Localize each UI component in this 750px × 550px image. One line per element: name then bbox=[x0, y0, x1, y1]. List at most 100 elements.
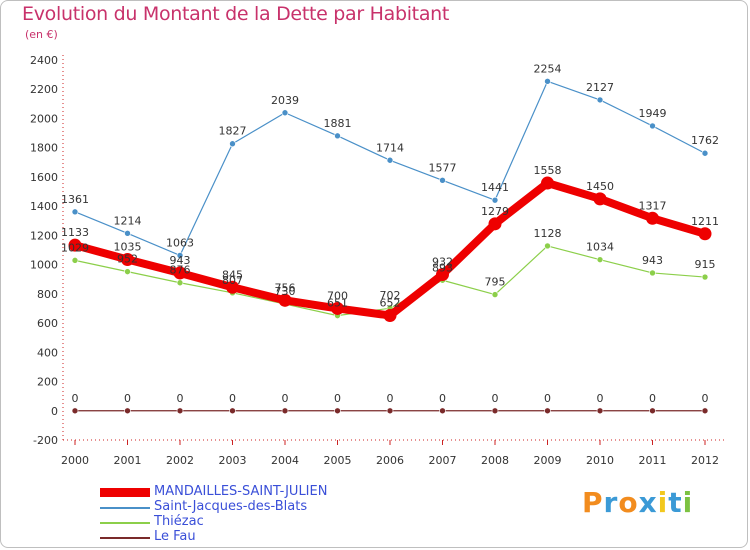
data-point bbox=[649, 407, 656, 415]
data-point bbox=[281, 109, 289, 117]
data-point bbox=[226, 280, 239, 294]
x-tick-label: 2002 bbox=[166, 454, 194, 467]
data-label: 1214 bbox=[114, 214, 142, 227]
data-point bbox=[596, 96, 604, 104]
y-tick-label: 2200 bbox=[30, 83, 58, 96]
series-3 bbox=[71, 407, 709, 415]
data-point bbox=[649, 269, 656, 277]
data-label: 1029 bbox=[61, 241, 89, 254]
x-tick-label: 2008 bbox=[481, 454, 509, 467]
data-point bbox=[701, 149, 709, 157]
data-point bbox=[541, 176, 554, 190]
series-labels: 1133 1035 943 845 756 700 652 932 1279 1558 1450 13… bbox=[61, 62, 719, 404]
data-point bbox=[334, 132, 341, 140]
data-point bbox=[488, 217, 502, 231]
data-point bbox=[544, 242, 551, 250]
legend-label-thiezac: Thiézac bbox=[154, 514, 204, 529]
series-line bbox=[74, 80, 706, 257]
data-label: 1128 bbox=[534, 227, 562, 240]
x-tick-label: 2012 bbox=[691, 454, 719, 467]
data-label: 952 bbox=[117, 253, 138, 266]
y-tick-label: 0 bbox=[51, 405, 58, 418]
legend-label-mandailles: MANDAILLES-SAINT-JULIEN bbox=[154, 484, 328, 499]
data-label: 702 bbox=[380, 289, 401, 302]
y-tick-label: 400 bbox=[37, 346, 58, 359]
data-point bbox=[386, 156, 394, 164]
y-tick-label: -200 bbox=[33, 434, 58, 447]
data-point bbox=[439, 176, 446, 184]
data-label: 0 bbox=[177, 392, 184, 405]
x-tick-label: 2003 bbox=[219, 454, 247, 467]
data-point bbox=[383, 308, 397, 322]
y-tick-label: 2000 bbox=[30, 112, 58, 125]
data-point bbox=[281, 407, 289, 415]
data-point bbox=[491, 407, 499, 415]
data-point bbox=[649, 122, 656, 130]
data-label: 1558 bbox=[534, 164, 562, 177]
data-point bbox=[439, 407, 446, 415]
data-point bbox=[596, 256, 604, 263]
data-label: 0 bbox=[282, 392, 289, 405]
x-tick-label: 2004 bbox=[271, 454, 299, 467]
data-label: 2039 bbox=[271, 94, 299, 107]
data-label: 943 bbox=[642, 254, 663, 267]
y-tick-label: 2400 bbox=[30, 54, 58, 67]
legend-label-saint-jacques: Saint-Jacques-des-Blats bbox=[154, 499, 308, 514]
y-tick-label: 800 bbox=[37, 288, 58, 301]
data-label: 2254 bbox=[534, 62, 562, 75]
x-tick-label: 2005 bbox=[324, 454, 352, 467]
data-label: 0 bbox=[124, 392, 131, 405]
data-label: 0 bbox=[649, 392, 656, 405]
data-label: 1949 bbox=[639, 107, 667, 120]
data-label: 0 bbox=[439, 392, 446, 405]
data-label: 1762 bbox=[691, 134, 719, 147]
data-label: 652 bbox=[380, 296, 401, 309]
data-label: 1279 bbox=[481, 205, 509, 218]
data-point bbox=[698, 227, 712, 241]
x-tick-label: 2011 bbox=[639, 454, 667, 467]
data-label: 0 bbox=[387, 392, 394, 405]
logo-letter: r bbox=[603, 486, 619, 519]
y-tick-label: 1800 bbox=[30, 142, 58, 155]
data-label: 0 bbox=[702, 392, 709, 405]
data-point bbox=[173, 266, 187, 280]
logo-letter: i bbox=[657, 486, 669, 519]
x-tick-label: 2009 bbox=[534, 454, 562, 467]
data-point bbox=[71, 257, 79, 264]
data-label: 756 bbox=[275, 281, 296, 294]
data-label: 943 bbox=[170, 254, 191, 267]
data-label: 1441 bbox=[481, 181, 509, 194]
data-label: 1881 bbox=[324, 117, 352, 130]
chart-subtitle: (en €) bbox=[25, 28, 58, 41]
chart-title: Evolution du Montant de la Dette par Hab… bbox=[22, 3, 450, 25]
x-tick-label: 2010 bbox=[586, 454, 614, 467]
data-label: 1577 bbox=[429, 161, 457, 174]
data-point bbox=[701, 407, 709, 415]
logo-letter: o bbox=[618, 486, 639, 519]
data-point bbox=[331, 301, 344, 315]
data-label: 0 bbox=[544, 392, 551, 405]
data-point bbox=[71, 407, 79, 415]
logo-letter: x bbox=[638, 486, 658, 519]
data-point bbox=[701, 273, 709, 281]
series-1 bbox=[71, 78, 709, 259]
data-label: 876 bbox=[170, 264, 191, 277]
series-lines bbox=[68, 78, 712, 415]
data-point bbox=[176, 407, 184, 415]
data-label: 651 bbox=[327, 297, 348, 310]
data-label: 1317 bbox=[639, 199, 667, 212]
y-tick-label: 1400 bbox=[30, 200, 58, 213]
legend-swatch-saint-jacques bbox=[100, 507, 150, 509]
data-label: 1827 bbox=[219, 125, 247, 138]
data-label: 1361 bbox=[61, 193, 89, 206]
data-point bbox=[229, 407, 236, 415]
y-tick-label: 200 bbox=[37, 376, 58, 389]
legend-label-le-fau: Le Fau bbox=[154, 529, 196, 544]
logo-letter: i bbox=[682, 486, 694, 519]
data-label: 845 bbox=[222, 268, 243, 281]
logo-letter: P bbox=[582, 486, 604, 519]
y-tick-label: 1600 bbox=[30, 171, 58, 184]
series-0 bbox=[68, 176, 712, 322]
logo-letter: t bbox=[668, 486, 683, 519]
